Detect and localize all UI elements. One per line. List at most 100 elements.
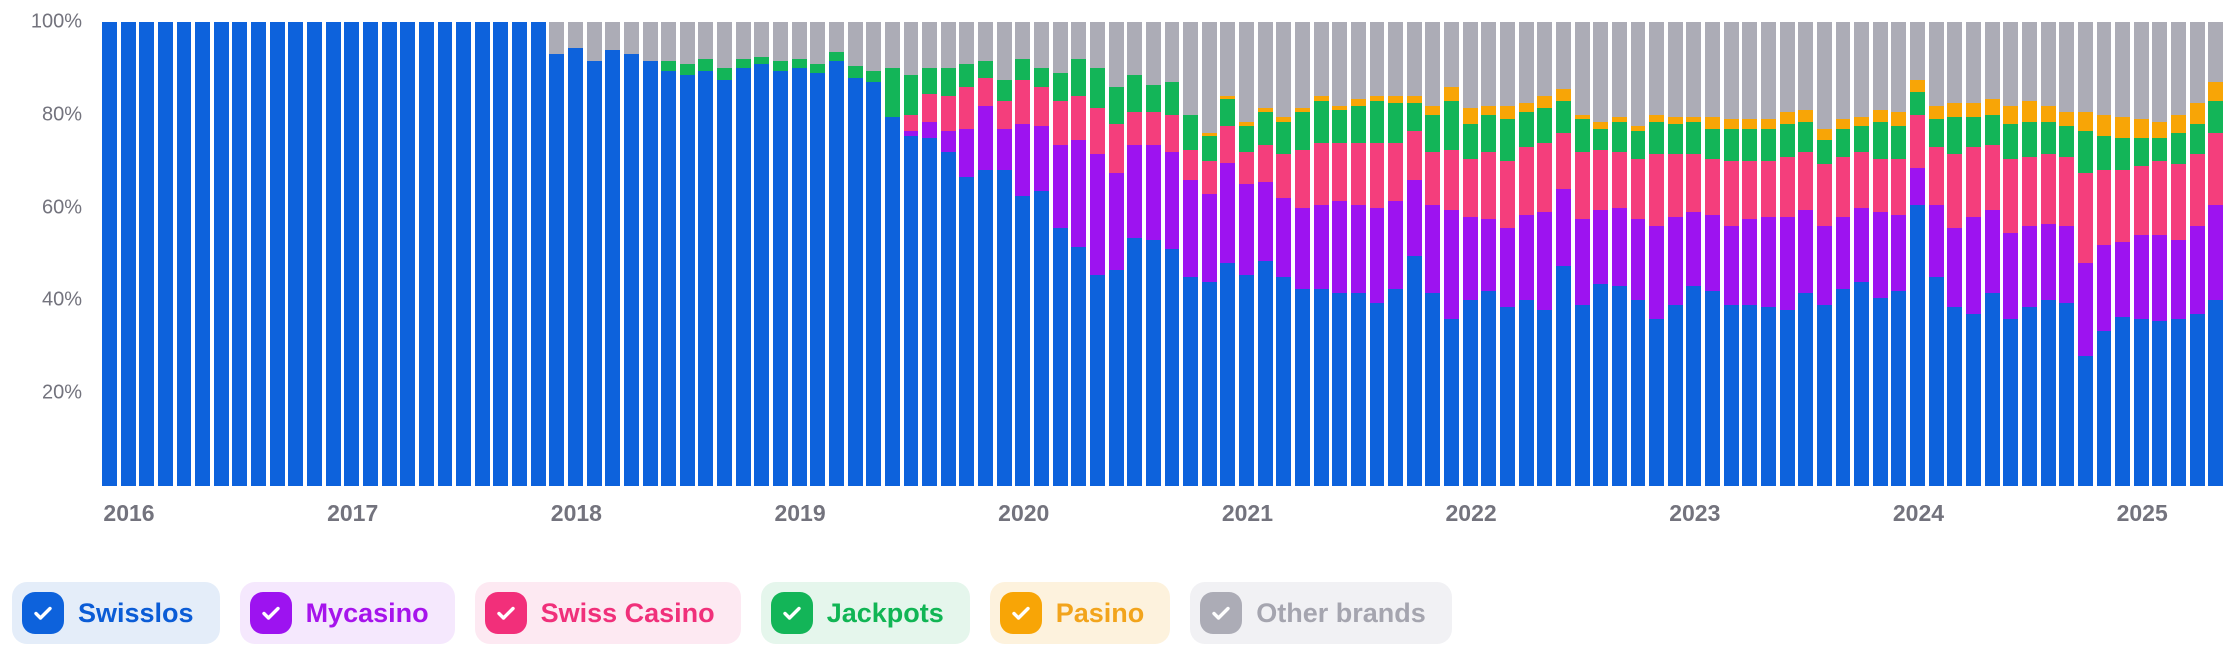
bar-2018-05[interactable]: [623, 22, 639, 486]
bar-2024-10[interactable]: [2059, 22, 2075, 486]
bar-2021-12[interactable]: [1425, 22, 1441, 486]
bar-2020-12[interactable]: [1201, 22, 1217, 486]
bar-2023-05[interactable]: [1742, 22, 1758, 486]
bar-2019-04[interactable]: [828, 22, 844, 486]
bar-2016-02[interactable]: [120, 22, 136, 486]
bar-2022-02[interactable]: [1462, 22, 1478, 486]
bar-2025-06[interactable]: [2208, 22, 2224, 486]
bar-2016-08[interactable]: [232, 22, 248, 486]
bar-2016-05[interactable]: [176, 22, 192, 486]
bar-2017-06[interactable]: [418, 22, 434, 486]
bar-2019-12[interactable]: [978, 22, 994, 486]
bar-2018-01[interactable]: [549, 22, 565, 486]
bar-2018-02[interactable]: [568, 22, 583, 486]
bar-2020-09[interactable]: [1145, 22, 1161, 486]
legend-chip-other[interactable]: Other brands: [1190, 582, 1452, 644]
bar-2020-06[interactable]: [1089, 22, 1105, 486]
bar-2022-10[interactable]: [1611, 22, 1627, 486]
bar-2021-02[interactable]: [1239, 22, 1254, 486]
bar-2016-03[interactable]: [139, 22, 155, 486]
bar-2023-07[interactable]: [1779, 22, 1795, 486]
bar-2017-01[interactable]: [325, 22, 341, 486]
bar-2021-09[interactable]: [1369, 22, 1385, 486]
bar-2020-01[interactable]: [996, 22, 1012, 486]
bar-2024-12[interactable]: [2096, 22, 2112, 486]
bar-2023-08[interactable]: [1798, 22, 1814, 486]
bar-2023-01[interactable]: [1667, 22, 1683, 486]
bar-2022-07[interactable]: [1555, 22, 1571, 486]
bar-2019-02[interactable]: [791, 22, 807, 486]
bar-2021-08[interactable]: [1350, 22, 1366, 486]
legend-chip-mycasino[interactable]: Mycasino: [239, 582, 455, 644]
bar-2019-03[interactable]: [810, 22, 826, 486]
bar-2020-03[interactable]: [1034, 22, 1049, 486]
bar-2025-05[interactable]: [2189, 22, 2205, 486]
bar-2019-08[interactable]: [903, 22, 919, 486]
bar-2018-08[interactable]: [679, 22, 695, 486]
bar-2023-06[interactable]: [1760, 22, 1776, 486]
bar-2018-11[interactable]: [735, 22, 751, 486]
jackpots-checkbox[interactable]: [770, 592, 813, 634]
bar-2016-11[interactable]: [288, 22, 304, 486]
bar-2016-12[interactable]: [307, 22, 322, 486]
bar-2022-12[interactable]: [1649, 22, 1665, 486]
bar-2019-07[interactable]: [884, 22, 900, 486]
bar-2017-10[interactable]: [493, 22, 509, 486]
bar-2022-05[interactable]: [1518, 22, 1534, 486]
bar-2025-04[interactable]: [2171, 22, 2187, 486]
bar-2016-10[interactable]: [269, 22, 285, 486]
bar-2019-09[interactable]: [922, 22, 938, 486]
bar-2017-11[interactable]: [512, 22, 528, 486]
bar-2024-05[interactable]: [1966, 22, 1981, 486]
bar-2024-03[interactable]: [1928, 22, 1944, 486]
mycasino-checkbox[interactable]: [249, 592, 292, 634]
bar-2017-07[interactable]: [437, 22, 453, 486]
bar-2022-04[interactable]: [1500, 22, 1515, 486]
bar-2017-12[interactable]: [530, 22, 546, 486]
swiss_casino-checkbox[interactable]: [484, 592, 527, 634]
bar-2021-04[interactable]: [1276, 22, 1292, 486]
bar-2016-06[interactable]: [195, 22, 211, 486]
bar-2021-05[interactable]: [1294, 22, 1310, 486]
bar-2018-03[interactable]: [586, 22, 602, 486]
bar-2023-12[interactable]: [1872, 22, 1888, 486]
bar-2019-01[interactable]: [773, 22, 788, 486]
bar-2017-09[interactable]: [474, 22, 490, 486]
bar-2024-04[interactable]: [1947, 22, 1963, 486]
legend-chip-swiss_casino[interactable]: Swiss Casino: [474, 582, 741, 644]
bar-2019-10[interactable]: [940, 22, 956, 486]
bar-2022-11[interactable]: [1630, 22, 1646, 486]
bar-2018-09[interactable]: [698, 22, 714, 486]
bar-2016-07[interactable]: [213, 22, 229, 486]
bar-2020-10[interactable]: [1164, 22, 1180, 486]
bar-2021-06[interactable]: [1313, 22, 1329, 486]
legend-chip-swisslos[interactable]: Swisslos: [12, 582, 220, 644]
bar-2023-02[interactable]: [1686, 22, 1702, 486]
bar-2023-09[interactable]: [1816, 22, 1832, 486]
bar-2021-03[interactable]: [1257, 22, 1273, 486]
bar-2024-08[interactable]: [2021, 22, 2037, 486]
bar-2024-06[interactable]: [1984, 22, 2000, 486]
bar-2022-03[interactable]: [1481, 22, 1497, 486]
legend-chip-pasino[interactable]: Pasino: [989, 582, 1171, 644]
bar-2022-08[interactable]: [1574, 22, 1590, 486]
bar-2018-04[interactable]: [605, 22, 621, 486]
bar-2021-07[interactable]: [1332, 22, 1348, 486]
bar-2022-06[interactable]: [1537, 22, 1553, 486]
bar-2018-07[interactable]: [661, 22, 677, 486]
bar-2019-06[interactable]: [866, 22, 882, 486]
bar-2025-01[interactable]: [2115, 22, 2131, 486]
bar-2025-03[interactable]: [2152, 22, 2168, 486]
bar-2018-06[interactable]: [642, 22, 658, 486]
bar-2019-05[interactable]: [847, 22, 863, 486]
pasino-checkbox[interactable]: [999, 592, 1042, 634]
bar-2021-11[interactable]: [1406, 22, 1422, 486]
bar-2020-11[interactable]: [1183, 22, 1199, 486]
bar-2020-04[interactable]: [1052, 22, 1068, 486]
other-checkbox[interactable]: [1200, 592, 1243, 634]
bar-2017-05[interactable]: [400, 22, 416, 486]
bar-2024-01[interactable]: [1891, 22, 1907, 486]
bar-2023-11[interactable]: [1854, 22, 1870, 486]
bar-2021-10[interactable]: [1388, 22, 1404, 486]
bar-2024-07[interactable]: [2003, 22, 2019, 486]
